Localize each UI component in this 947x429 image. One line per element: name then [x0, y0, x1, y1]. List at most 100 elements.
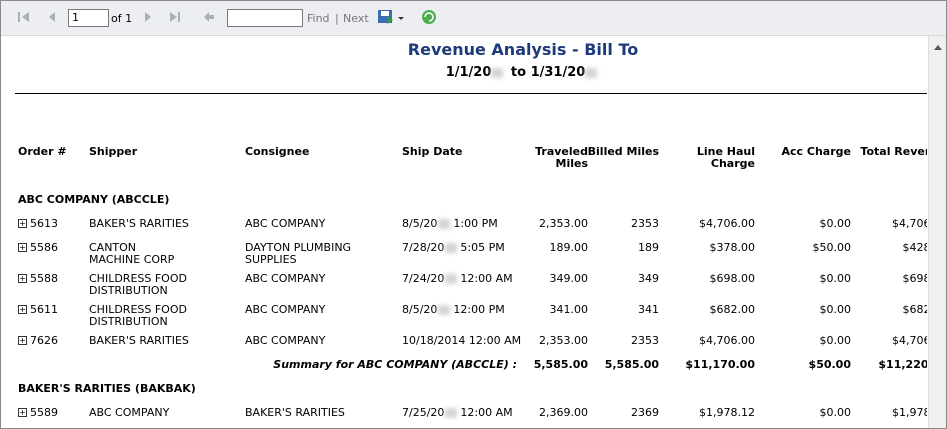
cell: 349: [638, 272, 659, 285]
blurred: [445, 243, 458, 253]
ship-date: 7/24/20 12:00 AM: [402, 273, 513, 285]
cell: 341: [638, 303, 659, 316]
cell: $4,706.00: [892, 334, 927, 347]
cell: 2,369.00: [539, 406, 588, 419]
column-header: Ship Date: [402, 145, 463, 158]
nav-buttons[interactable]: [18, 12, 214, 22]
cell: BAKER'S RARITIES: [245, 406, 345, 419]
cell: 2353: [631, 217, 659, 230]
toolbar: 1 of 1 Find | Next: [1, 1, 946, 36]
cell: CHILDRESS FOOD DISTRIBUTION: [89, 303, 187, 328]
cell: $428.00: [902, 241, 928, 254]
ship-date: 7/25/20 12:00 AM: [402, 407, 513, 419]
blurred: [491, 67, 504, 78]
ship-date: 8/5/20 1:00 PM: [402, 218, 498, 230]
blurred: [438, 305, 451, 315]
cell: BAKER'S RARITIES: [89, 334, 189, 347]
time: 12:00 PM: [453, 303, 505, 316]
cell: $0.00: [819, 272, 852, 285]
cell: CHILDRESS FOOD DISTRIBUTION: [89, 272, 187, 297]
cell: $682.00: [709, 303, 756, 316]
expand-icon[interactable]: +: [18, 336, 27, 345]
cell: 5611: [30, 303, 58, 316]
export-refresh[interactable]: [373, 1, 443, 35]
expand-icon[interactable]: +: [18, 243, 27, 252]
cell: 189: [638, 241, 659, 254]
column-header: Billed Miles: [587, 145, 659, 158]
cell: $1,978.12: [699, 406, 755, 419]
cell: $4,706.00: [699, 217, 755, 230]
column-header: Line Haul Charge: [696, 145, 755, 170]
cell: $4,706.00: [892, 217, 927, 230]
blurred: [445, 274, 458, 284]
cell: $378.00: [709, 241, 756, 254]
cell: DAYTON PLUMBING SUPPLIES: [245, 241, 352, 266]
expand-icon[interactable]: +: [18, 219, 27, 228]
scrollbar[interactable]: [928, 36, 947, 428]
cell: $50.00: [812, 241, 852, 254]
cell: 349.00: [549, 272, 589, 285]
column-header: Total Revenue: [860, 145, 927, 158]
cell: 10/18/2014 12:00 AM: [402, 334, 522, 347]
summary-value: $11,220.00: [878, 358, 927, 371]
cell: $4,706.00: [699, 334, 755, 347]
cell: $0.00: [819, 303, 852, 316]
find-input[interactable]: [227, 9, 303, 27]
cell: $0.00: [819, 334, 852, 347]
nav-icons: [18, 12, 214, 22]
time: 12:00 AM: [460, 406, 513, 419]
expand-icon[interactable]: +: [18, 408, 27, 417]
cell: $0.00: [819, 217, 852, 230]
cell: CANTON MACHINE CORP: [89, 241, 175, 266]
date: 8/5/20: [402, 217, 438, 230]
date: 8/5/20: [402, 303, 438, 316]
cell: 5586: [30, 241, 58, 254]
report-body: Revenue Analysis - Bill To 1/1/20 to 1/3…: [1, 36, 927, 428]
cell: ABC COMPANY: [245, 272, 326, 285]
time: 5:05 PM: [460, 241, 505, 254]
range-start: 1/1/20: [445, 65, 492, 80]
column-header: Order #: [18, 145, 67, 158]
column-header: Consignee: [245, 145, 310, 158]
time: 12:00 AM: [460, 272, 513, 285]
blurred: [445, 408, 458, 418]
cell: BAKER'S RARITIES: [89, 217, 189, 230]
cell: $1,978.12: [892, 406, 927, 419]
summary-value: 5,585.00: [604, 358, 659, 371]
cell: 2353: [631, 334, 659, 347]
cell: ABC COMPANY: [89, 406, 170, 419]
summary-label: Summary for ABC COMPANY (ABCCLE) :: [273, 358, 517, 371]
rule: [15, 93, 927, 94]
cell: 341.00: [549, 303, 589, 316]
cell: 5588: [30, 272, 58, 285]
find-button[interactable]: Find: [307, 12, 330, 25]
cell: $682.00: [902, 303, 928, 316]
expand-icon[interactable]: +: [18, 274, 27, 283]
page-count: of 1: [111, 12, 133, 25]
range-end: to 1/31/20: [510, 65, 586, 80]
cell: 2,353.00: [539, 334, 588, 347]
time: 1:00 PM: [453, 217, 498, 230]
expand-icon[interactable]: +: [18, 305, 27, 314]
date: 7/28/20: [402, 241, 445, 254]
cell: $0.00: [819, 406, 852, 419]
cell: ABC COMPANY: [245, 334, 326, 347]
cell: ABC COMPANY: [245, 217, 326, 230]
cell: ABC COMPANY: [245, 303, 326, 316]
page-input[interactable]: 1: [68, 9, 109, 27]
column-header: Shipper: [89, 145, 138, 158]
separator: |: [335, 12, 339, 25]
column-header: Acc Charge: [781, 145, 851, 158]
cell: 2369: [631, 406, 659, 419]
scroll-up[interactable]: [929, 36, 947, 66]
cell: 5613: [30, 217, 58, 230]
summary-value: 5,585.00: [533, 358, 588, 371]
group-header: ABC COMPANY (ABCCLE): [18, 193, 170, 206]
date-range: 1/1/20 to 1/31/20: [1, 66, 927, 80]
group-header: BAKER'S RARITIES (BAKBAK): [18, 382, 196, 395]
column-header: Traveled Miles: [535, 145, 588, 170]
date: 7/25/20: [402, 406, 445, 419]
blurred: [585, 67, 598, 78]
cell: $698.00: [902, 272, 928, 285]
next-button[interactable]: Next: [343, 12, 369, 25]
